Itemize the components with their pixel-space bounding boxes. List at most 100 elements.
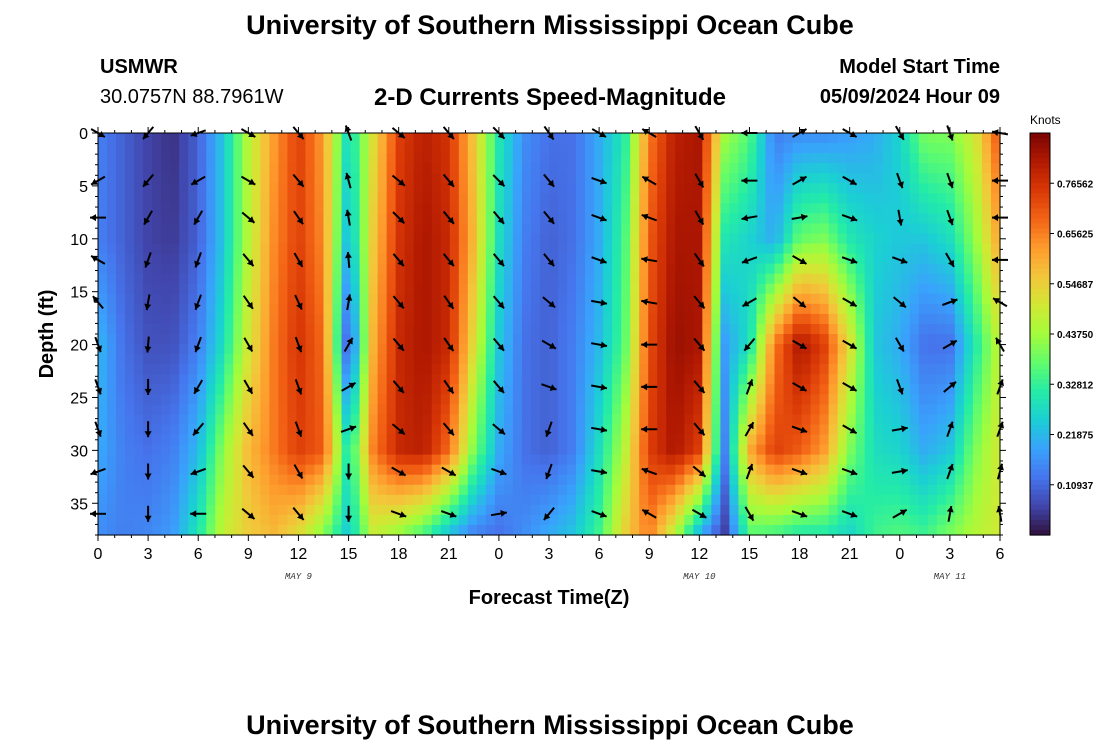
heatmap-cell [720, 253, 730, 265]
heatmap-cell [485, 394, 496, 405]
heatmap-cell [594, 484, 604, 496]
heatmap-cell [792, 203, 803, 214]
colorbar-segment [1030, 424, 1050, 431]
heatmap-cell [350, 133, 361, 144]
heatmap-cell [819, 163, 830, 174]
heatmap-cell [512, 223, 523, 235]
heatmap-cell [116, 243, 126, 255]
heatmap-cell [747, 354, 758, 365]
heatmap-cell [134, 434, 144, 446]
heatmap-cell [783, 474, 794, 486]
colorbar-label: 0.10937 [1057, 481, 1094, 492]
heatmap-cell [161, 344, 171, 355]
heatmap-cell [503, 273, 514, 285]
current-arrow [392, 295, 405, 310]
heatmap-cell [476, 323, 487, 335]
heatmap-cell [945, 233, 956, 245]
heatmap-cell [251, 374, 261, 385]
heatmap-cell [359, 283, 370, 295]
heatmap-cell [476, 253, 487, 265]
heatmap-cell [188, 494, 198, 506]
heatmap-cell [855, 504, 866, 516]
heatmap-cell [359, 153, 370, 164]
heatmap-cell [206, 464, 216, 476]
colorbar-segment [1030, 138, 1050, 144]
heatmap-cell [161, 474, 171, 486]
heatmap-cell [449, 494, 460, 506]
heatmap-cell [530, 153, 541, 164]
current-arrow [194, 294, 202, 311]
heatmap-cell [549, 283, 559, 295]
heatmap-cell [747, 313, 758, 325]
heatmap-cell [918, 394, 929, 405]
heatmap-cell [134, 243, 144, 255]
heatmap-cell [810, 514, 821, 526]
heatmap-cell [431, 344, 442, 355]
heatmap-cell [197, 414, 207, 426]
heatmap-cell [558, 213, 568, 225]
heatmap-cell [359, 243, 370, 255]
current-arrow [491, 467, 507, 476]
heatmap-cell [260, 354, 270, 365]
heatmap-cell [449, 434, 460, 446]
heatmap-cell [990, 303, 1001, 315]
heatmap-cell [837, 273, 848, 285]
heatmap-cell [233, 374, 243, 385]
heatmap-cell [260, 203, 270, 214]
current-arrow [693, 337, 706, 352]
heatmap-cell [539, 454, 550, 466]
heatmap-cell [404, 474, 415, 486]
heatmap-cell [783, 354, 794, 365]
heatmap-cell [107, 323, 117, 335]
heatmap-cell [152, 283, 162, 295]
heatmap-cell [215, 203, 225, 214]
heatmap-cell [711, 484, 721, 496]
heatmap-cell [945, 404, 956, 415]
heatmap-cell [512, 313, 523, 325]
heatmap-cell [197, 293, 207, 305]
heatmap-cell [963, 464, 974, 476]
heatmap-cell [377, 243, 388, 255]
heatmap-cell [927, 193, 938, 204]
heatmap-cell [630, 263, 640, 275]
heatmap-cell [810, 384, 821, 395]
heatmap-cell [494, 504, 505, 516]
heatmap-cell [945, 263, 956, 275]
heatmap-cell [224, 514, 234, 526]
heatmap-cell [233, 193, 243, 204]
heatmap-cell [729, 303, 740, 315]
heatmap-cell [576, 203, 586, 214]
heatmap-cell [161, 203, 171, 214]
heatmap-cell [801, 283, 812, 295]
heatmap-cell [503, 354, 514, 365]
x-tick-label: 15 [340, 546, 358, 563]
heatmap-cell [549, 374, 559, 385]
heatmap-cell [98, 434, 108, 446]
heatmap-cell [116, 143, 126, 154]
heatmap-cell [467, 133, 478, 144]
heatmap-cell [594, 203, 604, 214]
heatmap-cell [765, 193, 776, 204]
heatmap-cell [657, 223, 667, 235]
heatmap-cell [368, 223, 379, 235]
heatmap-cell [179, 283, 189, 295]
current-arrow [345, 505, 353, 522]
heatmap-cell [702, 474, 712, 486]
heatmap-cell [377, 143, 388, 154]
heatmap-cell [296, 313, 307, 325]
heatmap-cell [684, 263, 694, 275]
heatmap-cell [314, 504, 325, 516]
heatmap-cell [963, 293, 974, 305]
heatmap-cell [314, 344, 325, 355]
heatmap-cell [648, 414, 658, 426]
heatmap-cell [215, 213, 225, 225]
heatmap-cell [152, 504, 162, 516]
heatmap-cell [576, 514, 586, 526]
heatmap-cell [341, 524, 352, 536]
heatmap-cell [431, 323, 442, 335]
heatmap-cell [377, 424, 388, 436]
heatmap-cell [440, 484, 451, 496]
heatmap-cell [711, 213, 721, 225]
heatmap-cell [233, 434, 243, 446]
heatmap-cell [161, 283, 171, 295]
